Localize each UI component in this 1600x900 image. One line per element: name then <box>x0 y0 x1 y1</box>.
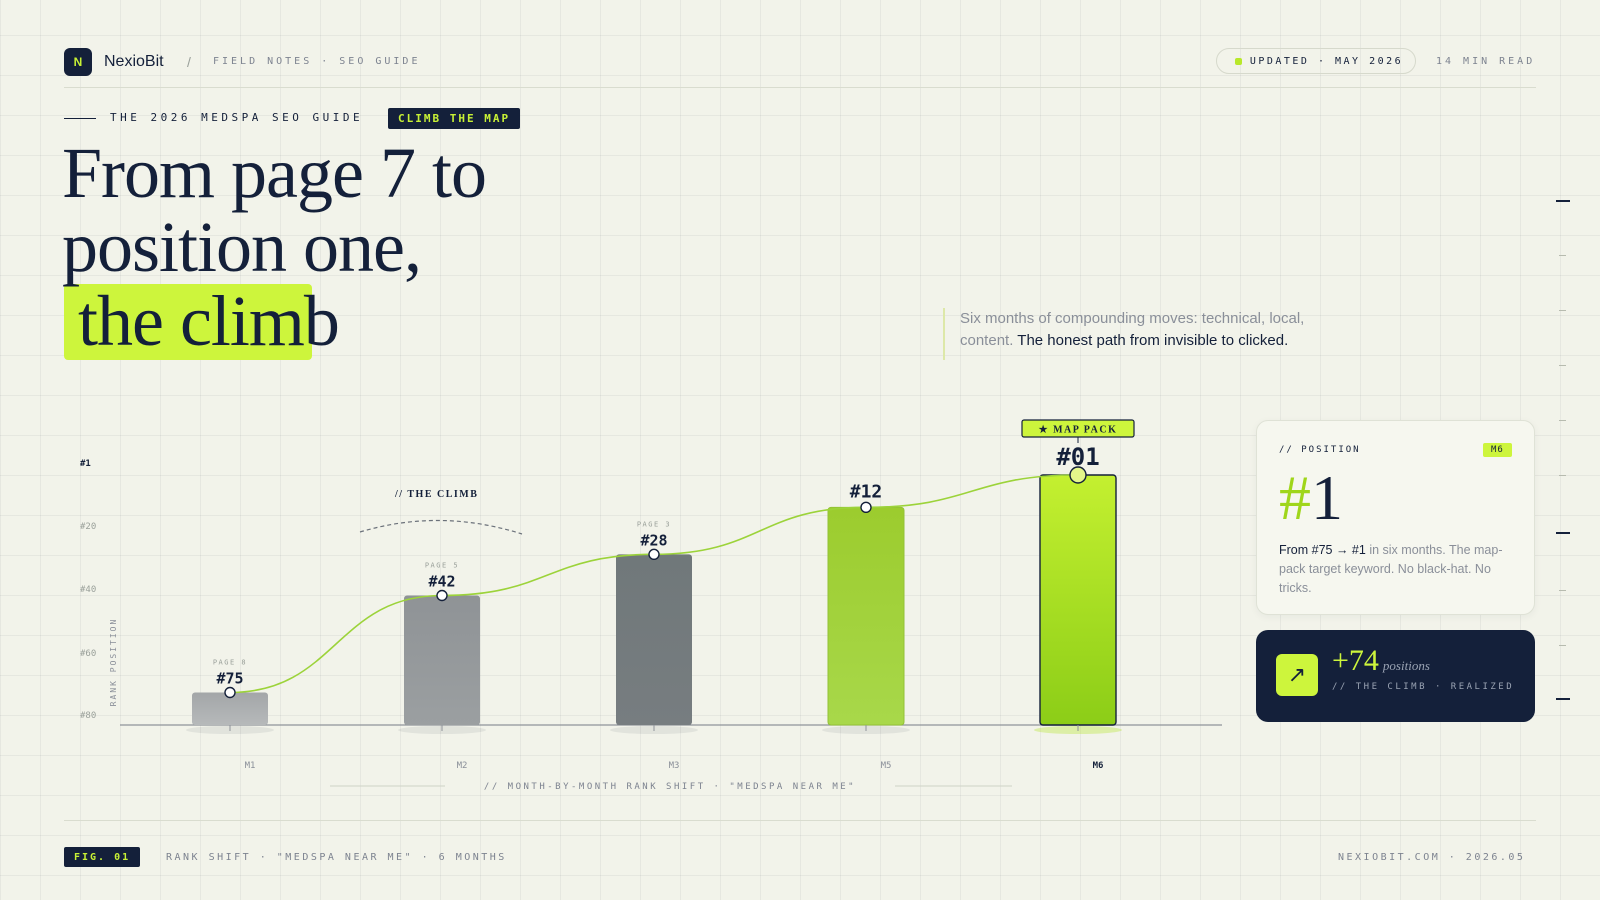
sub-copy-muted: Six months of compounding moves: technic… <box>960 310 1305 349</box>
read-time: 14 MIN READ <box>1436 56 1536 67</box>
headline-highlight <box>64 284 312 360</box>
breadcrumb-separator: / <box>187 54 191 70</box>
data-label: #28 <box>640 531 667 549</box>
gain-number: +74 <box>1332 644 1379 677</box>
edge-tick <box>1559 310 1566 311</box>
chart-bar <box>616 554 692 725</box>
position-description: From #75 → #1 in six months. The map-pac… <box>1279 541 1519 598</box>
position-desc-strong: From #75 → #1 <box>1279 543 1366 557</box>
chart-annotation: // THE CLIMB <box>394 489 478 500</box>
footer-divider <box>64 820 1536 821</box>
y-axis-label: RANK POSITION <box>109 618 118 707</box>
position-hash: # <box>1279 462 1311 533</box>
logo-badge[interactable]: N <box>64 48 92 76</box>
updated-badge: UPDATED · MAY 2026 <box>1216 48 1416 74</box>
data-point <box>224 686 236 699</box>
position-badge: M6 <box>1483 443 1512 457</box>
eyebrow-text: THE 2026 MEDSPA SEO GUIDE <box>110 111 364 124</box>
gain-value: +74 positions <box>1332 644 1430 678</box>
gain-unit: positions <box>1382 658 1430 673</box>
chart-bar <box>827 506 905 726</box>
position-value: #1 <box>1279 463 1343 533</box>
edge-tick <box>1559 475 1566 476</box>
y-tick-label: #40 <box>80 585 96 595</box>
data-point <box>648 548 660 561</box>
rank-chart: #1 #20 #40 #60 #80 RANK POSITION // THE CLIMB M… <box>80 419 1222 792</box>
edge-tick <box>1559 645 1566 646</box>
edge-tick <box>1559 420 1566 421</box>
figure-tag: FIG. 01 <box>64 847 141 867</box>
status-dot-icon <box>1234 57 1242 65</box>
chart-bar <box>1039 474 1117 726</box>
breadcrumb[interactable]: FIELD NOTES · SEO GUIDE <box>213 56 421 67</box>
data-label: #75 <box>216 670 243 688</box>
page-label: PAGE 8 <box>213 659 247 667</box>
arrow-up-right-icon: ↗ <box>1276 654 1318 696</box>
sub-copy: Six months of compounding moves: technic… <box>960 308 1320 352</box>
data-point <box>860 501 872 514</box>
edge-tick <box>1556 532 1570 534</box>
eyebrow-tag: CLIMB THE MAP <box>388 108 521 129</box>
y-tick-label: #60 <box>80 649 96 659</box>
headline-line-2: position one, <box>62 207 422 287</box>
data-label: #12 <box>850 481 883 502</box>
edge-tick <box>1559 590 1566 591</box>
edge-tick <box>1559 255 1566 256</box>
edge-tick <box>1556 200 1570 202</box>
x-axis-label: // MONTH-BY-MONTH RANK SHIFT · "MEDSPA N… <box>484 782 856 792</box>
data-point <box>1069 466 1087 484</box>
sub-copy-strong: The honest path from invisible to clicke… <box>1017 332 1289 349</box>
headline-line-1: From page 7 to <box>62 133 487 213</box>
figure-caption: RANK SHIFT · "MEDSPA NEAR ME" · 6 MONTHS <box>166 852 507 863</box>
eyebrow-rule <box>64 118 96 119</box>
gain-caption: // THE CLIMB · REALIZED <box>1332 682 1515 692</box>
y-tick-label: #20 <box>80 522 96 532</box>
page-title: From page 7 to position one, the climb <box>62 133 487 361</box>
page-label: PAGE 3 <box>637 520 671 528</box>
headline-line-3: the climb <box>78 281 340 361</box>
chart-bar <box>192 692 268 725</box>
x-tick-label: M6 <box>1093 761 1104 771</box>
position-desc-rest: in six months. The map-pack target keywo… <box>1279 543 1503 595</box>
updated-text: UPDATED · MAY 2026 <box>1249 55 1404 67</box>
position-card: // POSITION M6 #1 From #75 → #1 in six m… <box>1256 420 1535 615</box>
x-tick-label: M1 <box>245 761 256 771</box>
data-point <box>436 589 448 602</box>
edge-tick <box>1559 365 1566 366</box>
edge-tick <box>1556 698 1570 700</box>
position-number: 1 <box>1311 462 1343 533</box>
sub-copy-accent <box>943 308 945 360</box>
chart-bar <box>404 595 480 725</box>
y-tick-label: #1 <box>80 459 91 469</box>
page-label: PAGE 5 <box>425 562 459 570</box>
x-tick-label: M5 <box>881 761 892 771</box>
footer-site[interactable]: NEXIOBIT.COM · 2026.05 <box>1338 852 1526 863</box>
brand-name[interactable]: NexioBit <box>104 53 164 70</box>
annotation-arc <box>359 519 523 535</box>
position-label: // POSITION <box>1279 445 1361 455</box>
y-tick-label: #80 <box>80 711 96 721</box>
map-pack-label: ★ MAP PACK <box>1039 425 1118 436</box>
data-label: #42 <box>428 573 455 591</box>
gain-card: ↗ +74 positions // THE CLIMB · REALIZED <box>1256 630 1535 722</box>
x-tick-label: M2 <box>457 761 468 771</box>
header-divider <box>64 87 1536 88</box>
x-tick-label: M3 <box>669 761 680 771</box>
